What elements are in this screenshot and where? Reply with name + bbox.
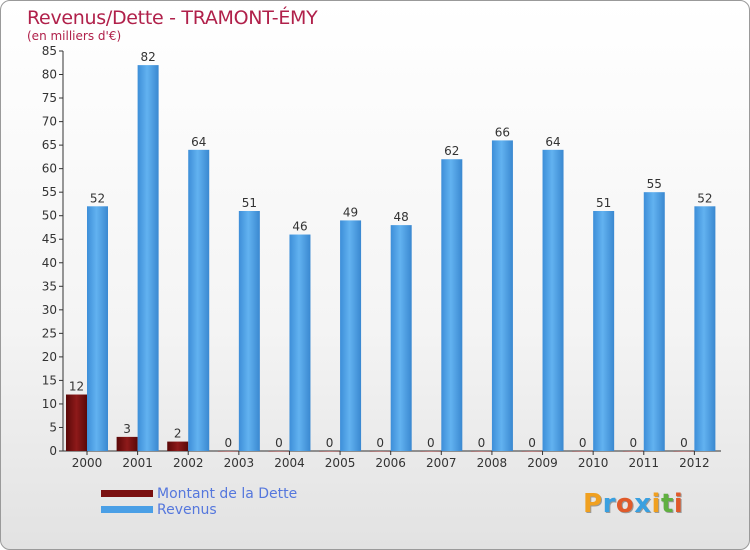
y-tick-label: 5 [49, 420, 57, 434]
y-tick-label: 20 [42, 350, 57, 364]
y-tick-label: 70 [42, 115, 57, 129]
data-label-revenus: 52 [90, 191, 105, 205]
y-tick-label: 35 [42, 279, 57, 293]
y-tick-label: 65 [42, 138, 57, 152]
y-tick-label: 40 [42, 256, 57, 270]
data-label-dette: 0 [275, 436, 283, 450]
data-label-dette: 0 [629, 436, 637, 450]
y-tick-label: 30 [42, 303, 57, 317]
logo-letter: i [651, 489, 661, 519]
bar-dette [369, 451, 391, 452]
x-tick-label: 2010 [578, 456, 609, 470]
data-label-dette: 0 [528, 436, 536, 450]
bar-dette [217, 451, 239, 452]
data-label-revenus: 55 [647, 177, 662, 191]
bar-dette [673, 451, 695, 452]
bar-revenus [491, 140, 513, 452]
y-tick-label: 10 [42, 397, 57, 411]
bar-dette [66, 394, 87, 451]
data-label-revenus: 46 [292, 220, 307, 234]
logo-letter: o [615, 489, 635, 519]
logo-letter: P [583, 489, 603, 519]
bar-dette [470, 451, 492, 452]
legend-label-dette: Montant de la Dette [157, 486, 298, 502]
logo-letter: r [602, 489, 616, 519]
data-label-revenus: 51 [596, 196, 611, 210]
y-tick-label: 0 [49, 444, 57, 458]
x-tick-label: 2000 [72, 456, 103, 470]
x-tick-label: 2012 [679, 456, 710, 470]
bar-dette [319, 451, 341, 452]
data-label-revenus: 51 [242, 196, 257, 210]
bar-dette [420, 451, 442, 452]
y-tick-label: 85 [42, 44, 57, 58]
legend-swatch-dette [101, 490, 153, 497]
bar-revenus [694, 206, 716, 451]
data-label-revenus: 52 [697, 191, 712, 205]
bar-revenus [390, 225, 412, 451]
bar-revenus [137, 65, 159, 451]
bar-revenus [643, 192, 665, 452]
data-label-dette: 0 [579, 436, 587, 450]
x-tick-label: 2001 [122, 456, 153, 470]
data-label-dette: 0 [427, 436, 435, 450]
legend-swatch-revenus [101, 506, 153, 513]
data-label-dette: 3 [123, 422, 131, 436]
bar-dette [572, 451, 594, 452]
y-tick-label: 55 [42, 185, 57, 199]
data-label-dette: 0 [680, 436, 688, 450]
x-tick-label: 2007 [426, 456, 457, 470]
data-label-dette: 0 [478, 436, 486, 450]
bar-revenus [87, 206, 108, 451]
bar-dette [521, 451, 543, 452]
data-label-dette: 0 [225, 436, 233, 450]
data-label-revenus: 64 [545, 135, 560, 149]
y-tick-label: 15 [42, 373, 57, 387]
y-tick-label: 45 [42, 232, 57, 246]
data-label-dette: 2 [174, 427, 182, 441]
data-label-revenus: 62 [444, 144, 459, 158]
x-tick-label: 2011 [628, 456, 659, 470]
x-tick-label: 2004 [274, 456, 305, 470]
bar-revenus [340, 220, 362, 451]
data-label-dette: 0 [376, 436, 384, 450]
data-label-revenus: 82 [140, 50, 155, 64]
bar-revenus [238, 211, 260, 451]
chart-title: Revenus/Dette - TRAMONT-ÉMY [27, 7, 318, 29]
y-tick-label: 60 [42, 162, 57, 176]
legend-label-revenus: Revenus [157, 502, 217, 518]
x-tick-label: 2003 [224, 456, 255, 470]
logo-letter: t [660, 489, 674, 519]
logo-letter: i [673, 489, 684, 519]
bar-revenus [441, 159, 463, 451]
data-label-revenus: 66 [495, 125, 510, 139]
y-tick-label: 50 [42, 209, 57, 223]
x-tick-label: 2009 [527, 456, 558, 470]
data-label-dette: 0 [326, 436, 334, 450]
y-tick-label: 75 [42, 91, 57, 105]
bar-dette [268, 451, 290, 452]
x-tick-label: 2006 [375, 456, 406, 470]
y-tick-label: 80 [42, 68, 57, 82]
x-tick-label: 2005 [325, 456, 356, 470]
data-label-revenus: 48 [394, 210, 409, 224]
bar-revenus [593, 211, 615, 451]
bar-revenus [188, 149, 210, 451]
data-label-revenus: 49 [343, 205, 358, 219]
bar-dette [167, 441, 189, 451]
x-tick-label: 2002 [173, 456, 204, 470]
data-label-dette: 12 [69, 380, 84, 394]
bar-dette [622, 451, 644, 452]
bar-revenus [542, 149, 564, 451]
bar-revenus [289, 234, 311, 451]
chart-subtitle: (en milliers d'€) [27, 29, 122, 43]
y-tick-label: 25 [42, 326, 57, 340]
data-label-revenus: 64 [191, 135, 206, 149]
x-tick-label: 2008 [477, 456, 508, 470]
logo-letter: x [634, 489, 652, 519]
proxiti-logo: Proxiti [583, 489, 683, 519]
bar-dette [116, 436, 138, 451]
